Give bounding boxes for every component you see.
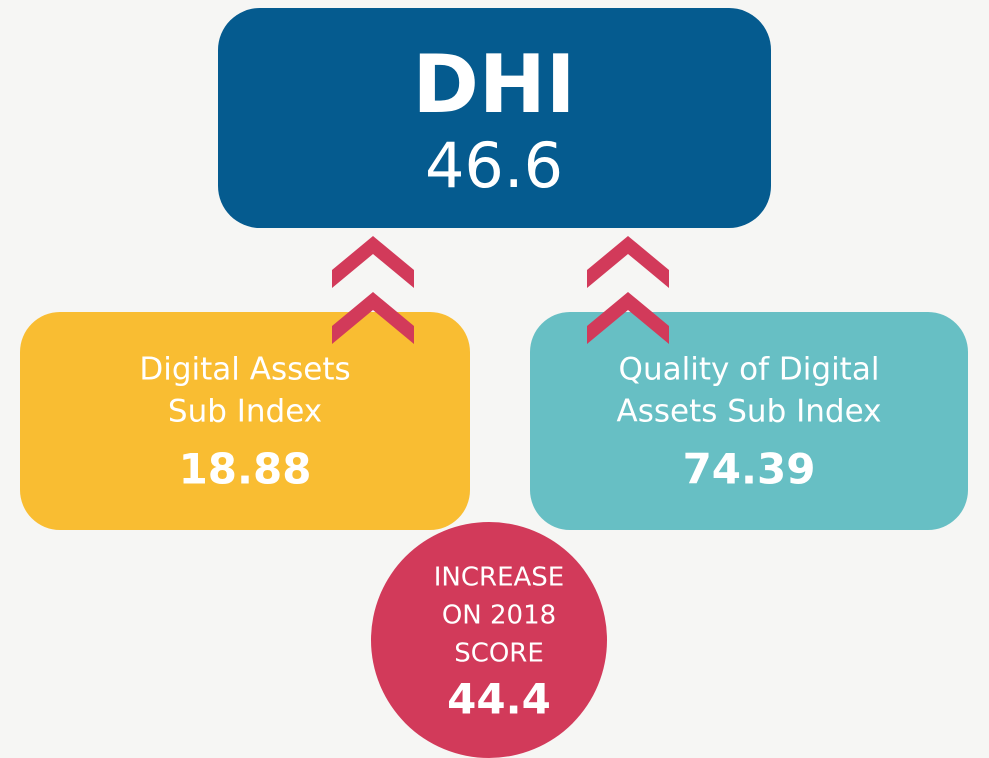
- dhi-value: 46.6: [425, 129, 563, 202]
- circle-label: INCREASE: [434, 563, 564, 593]
- right-label: Quality of Digital: [619, 352, 880, 388]
- dhi-title: DHI: [412, 38, 575, 131]
- left-label: Sub Index: [168, 394, 322, 430]
- circle-value: 44.4: [447, 675, 551, 724]
- circle-label: ON 2018: [442, 601, 556, 631]
- right-value: 74.39: [683, 445, 816, 494]
- chevron: [587, 236, 669, 288]
- left-label: Digital Assets: [139, 352, 350, 388]
- right-label: Assets Sub Index: [617, 394, 882, 430]
- chevrons: [332, 236, 669, 344]
- chevron: [587, 292, 669, 344]
- circle-label: SCORE: [454, 639, 544, 669]
- increase-circle: [371, 522, 607, 758]
- chevron: [332, 292, 414, 344]
- chevron: [332, 236, 414, 288]
- quality-box: [530, 312, 968, 530]
- left-value: 18.88: [179, 445, 312, 494]
- digital-assets-box: [20, 312, 470, 530]
- dhi-box: [218, 8, 771, 228]
